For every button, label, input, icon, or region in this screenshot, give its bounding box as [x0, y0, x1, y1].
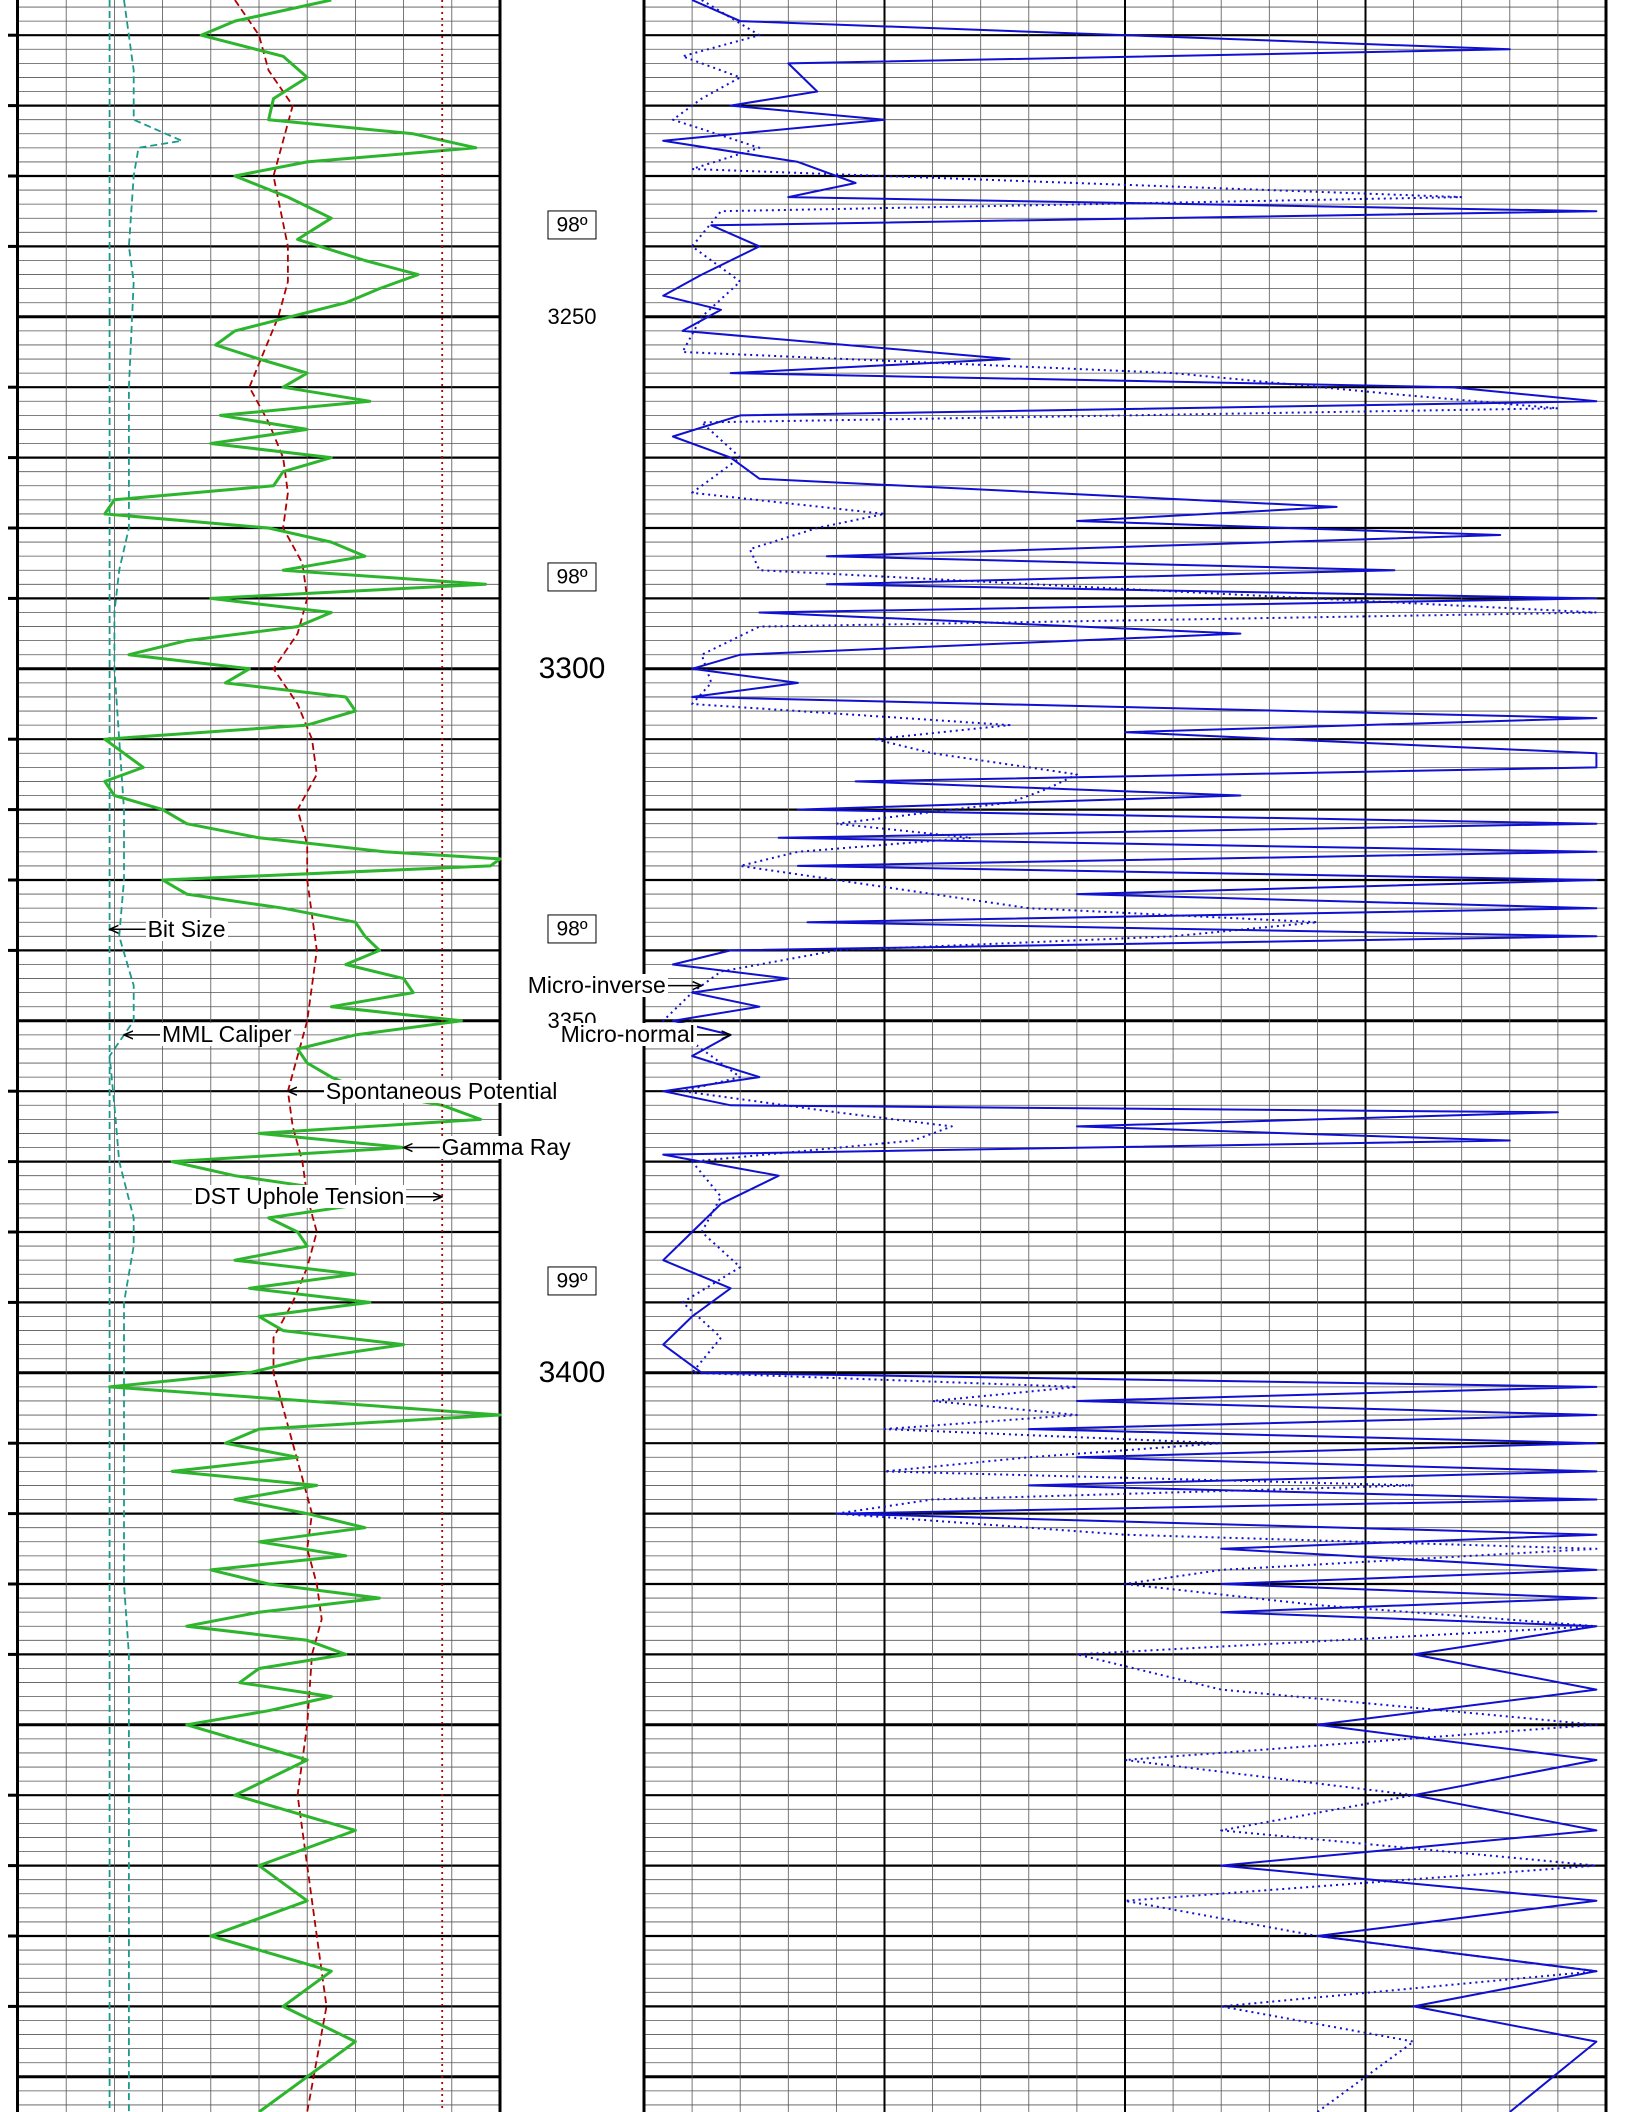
depth-label: 3250 — [544, 304, 600, 329]
annotation-gamma-ray: Gamma Ray — [439, 1134, 573, 1161]
series-spontaneous-potential — [234, 0, 328, 2112]
temperature-marker: 98º — [547, 914, 597, 944]
left-track-curves — [103, 0, 502, 2112]
annotation-dst-uphole-tension: DST Uphole Tension — [192, 1183, 407, 1210]
series-gamma-ray — [103, 0, 502, 2112]
annotation-spontaneous-potential: Spontaneous Potential — [323, 1077, 560, 1104]
right-track-grid — [642, 0, 1608, 2112]
left-track-grid — [8, 0, 502, 2112]
temperature-marker: 99º — [547, 1266, 597, 1296]
annotation-mml-caliper: MML Caliper — [160, 1021, 294, 1048]
temperature-marker: 98º — [547, 210, 597, 240]
annotation-arrows — [110, 929, 731, 1197]
depth-label: 3300 — [534, 651, 610, 686]
annotation-bit-size: Bit Size — [145, 915, 228, 942]
depth-label: 3400 — [534, 1355, 610, 1390]
temperature-marker: 98º — [547, 562, 597, 592]
right-track-curves — [662, 0, 1598, 2112]
annotation-micro-normal: Micro-normal — [558, 1021, 697, 1048]
series-micro-normal — [662, 0, 1598, 2112]
series-mml-caliper — [108, 0, 183, 2112]
annotation-micro-inverse: Micro-inverse — [525, 972, 668, 999]
